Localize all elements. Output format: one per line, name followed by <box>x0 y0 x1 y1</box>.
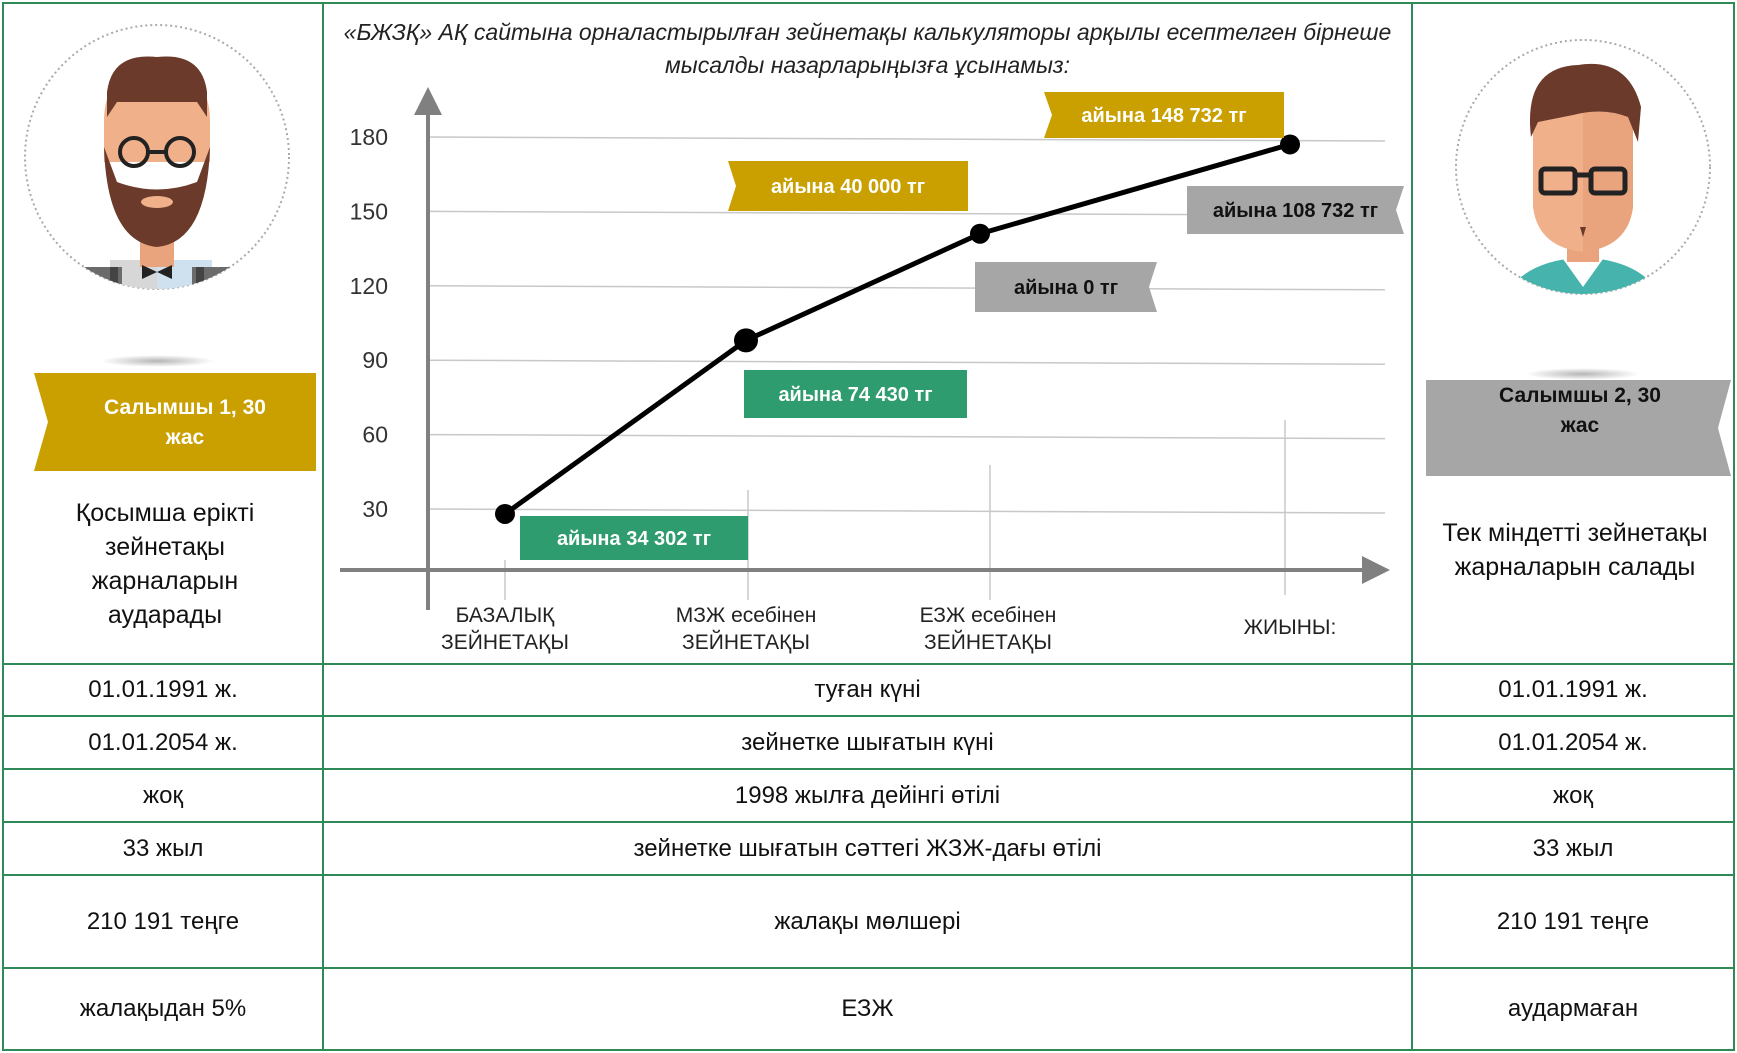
divider-right <box>1411 2 1413 1051</box>
table-cell-left: жалақыдан 5% <box>79 995 247 1022</box>
annotation-label: айына 0 тг <box>1014 277 1118 299</box>
y-tick-label: 150 <box>350 198 388 224</box>
right-person-label: Салымшы 2, 30 жас <box>1499 384 1661 437</box>
gridline <box>429 433 1386 440</box>
annotation-label: айына 40 000 тг <box>771 176 925 198</box>
annotation-box <box>520 516 748 560</box>
row-line-0 <box>2 663 1735 665</box>
y-tick-label: 180 <box>350 124 388 150</box>
data-point <box>970 223 990 244</box>
table-cell-right: жоқ <box>1553 781 1593 809</box>
table-cell-left: жоқ <box>143 781 183 809</box>
right-avatar <box>1453 37 1713 297</box>
right-person-description: Тек міндетті зейнетақы жарналарын салады <box>1442 519 1708 581</box>
gridline <box>429 359 1386 365</box>
x-tick-label: ЖИЫНЫ: <box>1244 616 1337 639</box>
gray-ribbon-shape <box>1426 380 1731 476</box>
annotation-label: айына 108 732 тг <box>1213 200 1378 222</box>
annotation-box <box>1187 186 1404 234</box>
annotation-box <box>975 262 1157 312</box>
annotation-label: айына 148 732 тг <box>1081 105 1246 127</box>
data-point <box>1280 134 1300 155</box>
row-line-3 <box>2 821 1735 823</box>
table-cell-label: жалақы мөлшері <box>774 907 961 935</box>
right-person-label-bg <box>1426 380 1731 476</box>
gridline <box>429 285 1386 291</box>
row-line-2 <box>2 768 1735 770</box>
table-cell-right: 210 191 теңге <box>1496 907 1650 935</box>
chart-title: «БЖЗҚ» АҚ сайтына орналастырылған зейнет… <box>343 19 1392 78</box>
bearded-man-icon <box>24 24 290 290</box>
annotation-box <box>1044 92 1284 138</box>
table-cell-right: 33 жыл <box>1532 834 1614 862</box>
table-cell-right: 01.01.2054 ж. <box>1498 728 1648 756</box>
left-avatar <box>22 22 292 292</box>
annotation-label: айына 34 302 тг <box>557 528 711 550</box>
left-person-description: Қосымша ерікті зейнетақы жарналарын ауда… <box>75 499 255 629</box>
y-tick-label: 90 <box>362 347 388 373</box>
table-cell-label: туған күні <box>814 676 921 703</box>
left-person-label: Салымшы 1, 30 жас <box>104 396 266 449</box>
row-line-5 <box>2 967 1735 969</box>
annotation-label: айына 74 430 тг <box>778 384 932 406</box>
table-cell-left: 210 191 теңге <box>86 907 240 935</box>
row-line-1 <box>2 715 1735 717</box>
x-tick-label: БАЗАЛЫҚ ЗЕЙНЕТАҚЫ <box>441 604 569 654</box>
table-cell-label: ЕЗЖ <box>841 995 894 1022</box>
table-cell-left: 33 жыл <box>122 834 204 862</box>
series-line <box>503 142 1291 516</box>
table-cell-left: 01.01.2054 ж. <box>88 728 238 756</box>
y-tick-label: 30 <box>362 496 388 522</box>
young-man-glasses-icon <box>1455 39 1711 295</box>
table-cell-label: 1998 жылға дейінгі өтілі <box>734 781 1001 809</box>
x-tick-label: ЕЗЖ есебінен ЗЕЙНЕТАҚЫ <box>920 604 1057 654</box>
x-axis-arrow <box>1362 556 1390 584</box>
annotation-box <box>728 161 968 211</box>
table-cell-label: зейнетке шығатын күні <box>741 728 994 756</box>
data-point <box>734 328 758 353</box>
y-axis-arrow <box>414 87 442 115</box>
left-avatar-shadow <box>100 355 215 367</box>
x-tick-label: МЗЖ есебінен ЗЕЙНЕТАҚЫ <box>676 604 817 654</box>
divider-left <box>322 2 324 1051</box>
annotation-box <box>744 370 967 418</box>
row-line-4 <box>2 874 1735 876</box>
table-cell-right: 01.01.1991 ж. <box>1498 676 1648 703</box>
y-tick-label: 60 <box>362 422 388 448</box>
right-avatar-shadow <box>1525 368 1640 380</box>
data-point <box>495 503 515 524</box>
gold-ribbon-shape <box>34 373 316 471</box>
left-person-label-bg <box>34 373 316 471</box>
table-cell-left: 01.01.1991 ж. <box>88 676 238 703</box>
gridline <box>429 508 1386 514</box>
table-cell-label: зейнетке шығатын сәттегі ЖЗЖ-дағы өтілі <box>633 834 1102 862</box>
gridline <box>429 136 1386 142</box>
table-cell-right: аудармаған <box>1507 995 1639 1022</box>
y-tick-label: 120 <box>350 273 388 299</box>
